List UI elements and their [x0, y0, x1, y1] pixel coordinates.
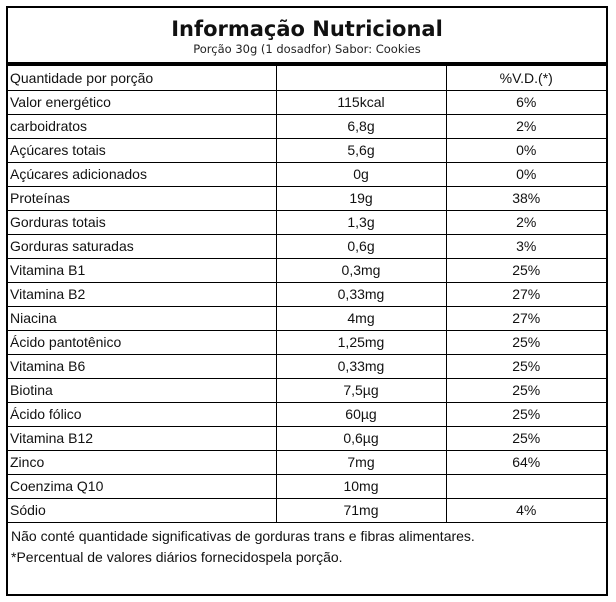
- nutrient-name: Vitamina B12: [8, 426, 277, 451]
- nutrient-amount: 19g: [276, 186, 447, 211]
- table-row: Niacina 4mg 27%: [8, 306, 606, 331]
- table-row: Gorduras saturadas 0,6g 3%: [8, 234, 606, 259]
- nutrient-name: Açúcares adicionados: [8, 162, 277, 187]
- nutrient-daily-value: 25%: [446, 402, 606, 427]
- table-row: Vitamina B2 0,33mg 27%: [8, 282, 606, 307]
- nutrient-name: Ácido pantotênico: [8, 330, 277, 355]
- nutrient-amount: 60µg: [276, 402, 447, 427]
- nutrient-amount: 0g: [276, 162, 447, 187]
- nutrient-daily-value: 38%: [446, 186, 606, 211]
- nutrient-amount: 6,8g: [276, 114, 447, 139]
- nutrient-name: Vitamina B1: [8, 258, 277, 283]
- table-row: Sódio 71mg 4%: [8, 498, 606, 523]
- table-row: Proteínas 19g 38%: [8, 186, 606, 211]
- table-row: Gorduras totais 1,3g 2%: [8, 210, 606, 235]
- header-cell-name: Quantidade por porção: [8, 66, 277, 91]
- table-row: Zinco 7mg 64%: [8, 450, 606, 475]
- nutrient-name: Açúcares totais: [8, 138, 277, 163]
- nutrient-amount: 0,6g: [276, 234, 447, 259]
- nutrient-name: Ácido fólico: [8, 402, 277, 427]
- nutrient-amount: 5,6g: [276, 138, 447, 163]
- nutrient-name: Zinco: [8, 450, 277, 475]
- table-row: Ácido fólico 60µg 25%: [8, 402, 606, 427]
- nutrient-daily-value: 27%: [446, 282, 606, 307]
- nutrient-amount: 1,25mg: [276, 330, 447, 355]
- nutrient-amount: 0,3mg: [276, 258, 447, 283]
- nutrient-name: carboidratos: [8, 114, 277, 139]
- label-header: Informação Nutricional Porção 30g (1 dos…: [8, 8, 606, 66]
- table-row: Vitamina B1 0,3mg 25%: [8, 258, 606, 283]
- nutrient-daily-value: 2%: [446, 210, 606, 235]
- nutrient-amount: 0,6µg: [276, 426, 447, 451]
- nutrient-daily-value: 25%: [446, 330, 606, 355]
- footer-note-daily-values: *Percentual de valores diários fornecido…: [11, 548, 343, 565]
- table-row: Biotina 7,5µg 25%: [8, 378, 606, 403]
- footer-note-trans-fat: Não conté quantidade significativas de g…: [11, 527, 475, 544]
- header-cell-dv: %V.D.(*): [446, 66, 606, 91]
- nutrient-amount: 10mg: [276, 474, 447, 499]
- serving-info: Porção 30g (1 dosadfor) Sabor: Cookies: [193, 42, 421, 56]
- nutrient-name: Gorduras saturadas: [8, 234, 277, 259]
- nutrient-daily-value: 4%: [446, 498, 606, 523]
- nutrition-facts-label: Informação Nutricional Porção 30g (1 dos…: [6, 6, 608, 596]
- nutrient-name: Coenzima Q10: [8, 474, 277, 499]
- nutrient-amount: 7mg: [276, 450, 447, 475]
- table-header-row: Quantidade por porção %V.D.(*): [8, 66, 606, 91]
- nutrient-daily-value: 64%: [446, 450, 606, 475]
- nutrient-amount: 115kcal: [276, 90, 447, 115]
- label-footer: Não conté quantidade significativas de g…: [8, 523, 606, 568]
- nutrient-daily-value: 3%: [446, 234, 606, 259]
- nutrient-daily-value: 25%: [446, 378, 606, 403]
- nutrient-name: Proteínas: [8, 186, 277, 211]
- nutrient-amount: 1,3g: [276, 210, 447, 235]
- nutrient-daily-value: 25%: [446, 258, 606, 283]
- nutrient-amount: 0,33mg: [276, 282, 447, 307]
- label-title: Informação Nutricional: [171, 17, 443, 41]
- nutrient-name: Vitamina B2: [8, 282, 277, 307]
- nutrient-daily-value: 25%: [446, 354, 606, 379]
- nutrient-name: Biotina: [8, 378, 277, 403]
- nutrient-amount: 7,5µg: [276, 378, 447, 403]
- nutrient-daily-value: 27%: [446, 306, 606, 331]
- nutrient-name: Vitamina B6: [8, 354, 277, 379]
- nutrient-name: Gorduras totais: [8, 210, 277, 235]
- table-row: Vitamina B6 0,33mg 25%: [8, 354, 606, 379]
- table-row: Açúcares totais 5,6g 0%: [8, 138, 606, 163]
- table-row: Ácido pantotênico 1,25mg 25%: [8, 330, 606, 355]
- nutrition-table-body: Quantidade por porção %V.D.(*) Valor ene…: [8, 66, 606, 523]
- nutrient-amount: 4mg: [276, 306, 447, 331]
- table-row: Açúcares adicionados 0g 0%: [8, 162, 606, 187]
- nutrient-daily-value: 25%: [446, 426, 606, 451]
- nutrient-amount: 71mg: [276, 498, 447, 523]
- nutrient-daily-value: 0%: [446, 138, 606, 163]
- header-cell-amount: [276, 66, 447, 91]
- nutrient-daily-value: 0%: [446, 162, 606, 187]
- table-row: Valor energético 115kcal 6%: [8, 90, 606, 115]
- nutrient-name: Valor energético: [8, 90, 277, 115]
- nutrient-name: Niacina: [8, 306, 277, 331]
- table-row: Coenzima Q10 10mg: [8, 474, 606, 499]
- nutrient-daily-value: 2%: [446, 114, 606, 139]
- nutrient-name: Sódio: [8, 498, 277, 523]
- nutrient-daily-value: 6%: [446, 90, 606, 115]
- nutrient-amount: 0,33mg: [276, 354, 447, 379]
- nutrient-daily-value: [446, 474, 606, 499]
- table-row: Vitamina B12 0,6µg 25%: [8, 426, 606, 451]
- nutrition-table: Quantidade por porção %V.D.(*) Valor ene…: [8, 66, 606, 523]
- table-row: carboidratos 6,8g 2%: [8, 114, 606, 139]
